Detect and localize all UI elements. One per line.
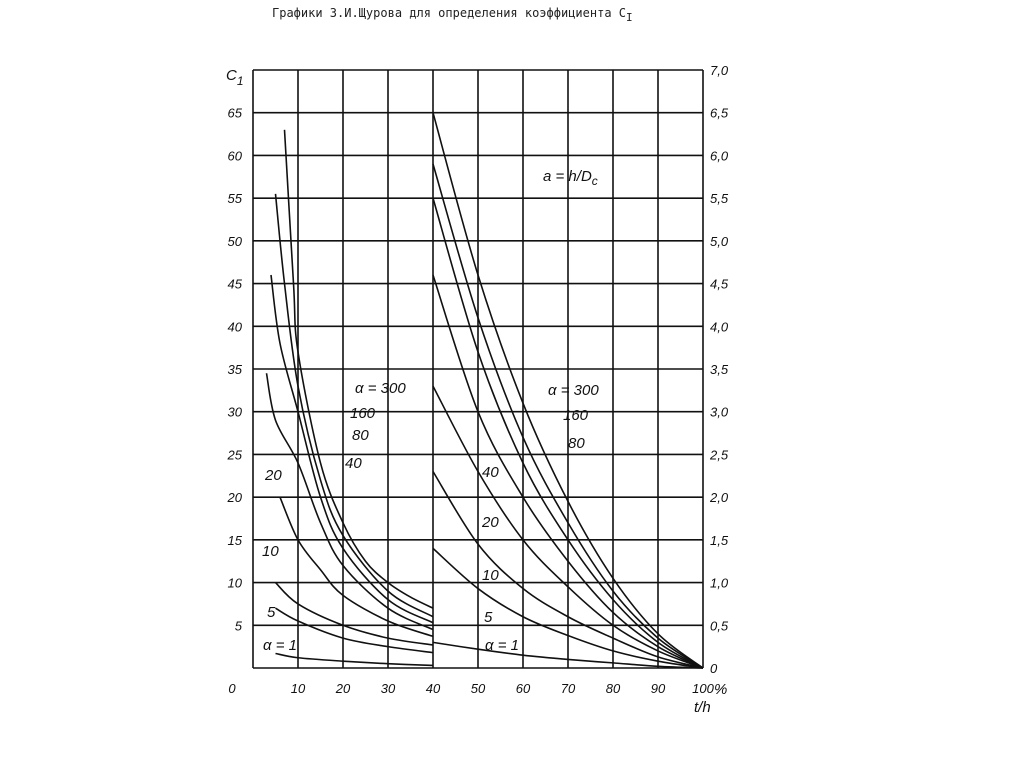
series-line-left — [275, 652, 434, 667]
series-label: 80 — [352, 427, 369, 444]
y-tick-label-left: 10 — [228, 576, 243, 591]
series-line-left — [275, 607, 434, 654]
y-tick-label-right: 3,5 — [710, 362, 729, 377]
parameter-note: a = h/Dc — [543, 168, 598, 188]
x-tick-label: 40 — [426, 681, 441, 696]
x-tick-label: 20 — [335, 681, 351, 696]
y-tick-label-right: 4,0 — [710, 319, 729, 334]
series-label: α = 1 — [263, 637, 297, 654]
series-label: 10 — [262, 543, 279, 560]
x-axis-label: t/h — [694, 699, 711, 716]
series-line-left — [270, 274, 434, 624]
series-label: α = 300 — [548, 382, 599, 399]
series-line-right — [432, 163, 704, 669]
y-tick-label-left: 45 — [228, 277, 243, 292]
series-label: α = 1 — [485, 637, 519, 654]
y-tick-label-right: 2,0 — [709, 490, 729, 505]
series-line-right — [432, 471, 704, 669]
series-line-left — [283, 129, 434, 609]
y-tick-label-right: 7,0 — [710, 63, 729, 78]
series-label: 160 — [350, 405, 376, 422]
y-tick-label-right: 5,5 — [710, 191, 729, 206]
y-tick-label-left: 35 — [228, 362, 243, 377]
series-label: 20 — [264, 467, 282, 484]
y-tick-label-left: 15 — [228, 533, 243, 548]
y-tick-label-right: 4,5 — [710, 277, 729, 292]
series-label: 40 — [482, 464, 499, 481]
x-tick-label: 60 — [516, 681, 531, 696]
y-tick-label-left: 55 — [228, 191, 243, 206]
y-axis-label-left: C1 — [226, 67, 244, 88]
x-tick-label: 50 — [471, 681, 486, 696]
y-tick-label-left: 30 — [228, 405, 243, 420]
series-label: 10 — [482, 567, 499, 584]
chart-title: Графики З.И.Щурова для определения коэфф… — [272, 6, 633, 24]
series-label: α = 300 — [355, 380, 406, 397]
y-tick-label-right: 5,0 — [710, 234, 729, 249]
tick-labels: 0 10 20 30 40 50 60 70 80 90 100510152025303540455… — [227, 63, 729, 696]
y-tick-label-left: 20 — [227, 490, 243, 505]
y-tick-label-right: 3,0 — [710, 405, 729, 420]
y-tick-label-right: 6,5 — [710, 106, 729, 121]
y-tick-label-left: 60 — [228, 148, 243, 163]
x-tick-label: 70 — [561, 681, 576, 696]
x-tick-label: 10 — [291, 681, 306, 696]
grid — [252, 69, 704, 669]
series-line-right — [432, 112, 704, 669]
y-tick-label-right: 0 — [710, 661, 718, 676]
series-line-right — [432, 641, 704, 669]
y-tick-label-right: 0,5 — [710, 618, 729, 633]
y-tick-label-left: 25 — [227, 447, 243, 462]
series-label: 5 — [267, 604, 276, 621]
series-line-left — [265, 373, 434, 631]
series-line-left — [279, 496, 434, 638]
x-tick-label: 0 — [228, 681, 236, 696]
series-label: 160 — [563, 407, 589, 424]
x-unit: % — [714, 681, 727, 698]
y-tick-label-right: 6,0 — [710, 148, 729, 163]
x-tick-label: 80 — [606, 681, 621, 696]
x-tick-label: 30 — [381, 681, 396, 696]
x-tick-label: 100 — [692, 681, 714, 696]
series-line-right — [432, 197, 704, 669]
x-tick-label: 90 — [651, 681, 666, 696]
y-tick-label-left: 40 — [228, 319, 243, 334]
y-tick-label-left: 5 — [235, 618, 243, 633]
series-line-left — [274, 581, 434, 646]
series-label: 80 — [568, 435, 585, 452]
series-label: 40 — [345, 455, 362, 472]
curves — [265, 112, 704, 669]
series-line-right — [432, 547, 704, 669]
series-line-left — [274, 193, 434, 618]
y-tick-label-left: 65 — [228, 106, 243, 121]
series-line-right — [432, 274, 704, 669]
y-tick-label-right: 2,5 — [709, 447, 729, 462]
series-line-right — [432, 385, 704, 669]
y-tick-label-right: 1,5 — [710, 533, 729, 548]
y-tick-label-left: 50 — [228, 234, 243, 249]
series-label: 20 — [481, 514, 499, 531]
series-label: 5 — [484, 609, 493, 626]
y-tick-label-right: 1,0 — [710, 576, 729, 591]
